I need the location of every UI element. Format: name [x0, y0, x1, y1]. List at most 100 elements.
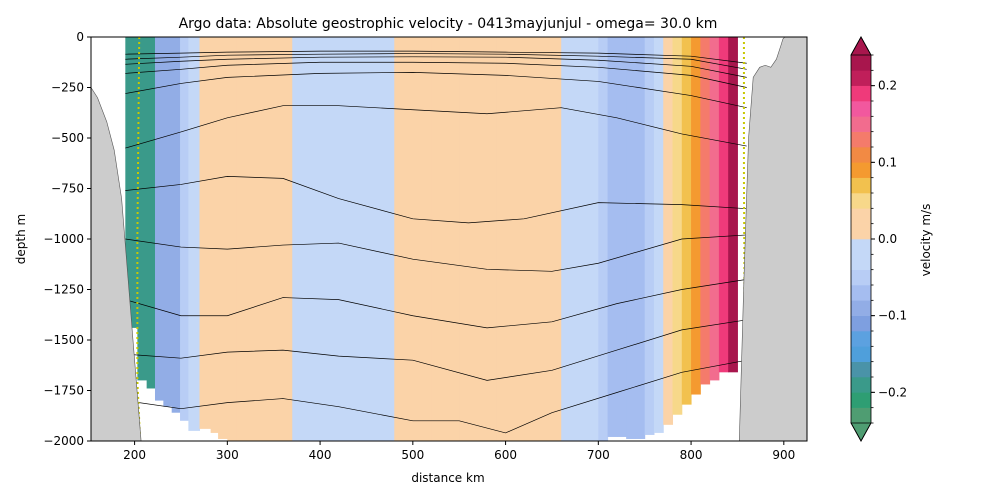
velocity-cell: [653, 37, 664, 433]
velocity-cell: [366, 37, 377, 441]
velocity-cell: [412, 37, 423, 441]
colorbar-segment: [851, 116, 871, 132]
bathymetry-right: [738, 36, 808, 442]
velocity-cell: [218, 37, 228, 439]
colorbar-segment: [851, 407, 871, 424]
velocity-cell: [589, 37, 599, 441]
isopycnal-line: [125, 53, 747, 70]
velocity-cell: [199, 37, 212, 429]
velocity-cell: [310, 37, 321, 441]
colorbar-segment: [851, 269, 871, 286]
velocity-cell: [607, 37, 618, 437]
velocity-cell: [422, 37, 432, 441]
colorbar-segment: [851, 315, 871, 332]
y-tick-label: −1250: [43, 283, 84, 297]
colorbar-segment: [851, 377, 871, 393]
colorbar-segment: [851, 223, 871, 240]
x-tick-label: 600: [494, 448, 517, 462]
velocity-cell: [329, 37, 340, 441]
colorbar-segment: [851, 70, 871, 86]
plot-area: [90, 36, 808, 442]
x-axis-label: distance km: [411, 471, 484, 485]
colorbar-segment: [851, 55, 871, 71]
velocity-cell: [561, 37, 571, 441]
bathymetry-left: [90, 86, 142, 442]
colorbar-segment: [851, 177, 871, 194]
velocity-cell: [505, 37, 516, 441]
colorbar-segment: [851, 331, 871, 347]
y-tick-label: −1750: [43, 384, 84, 398]
velocity-cell: [154, 37, 164, 401]
velocity-cell: [255, 37, 265, 441]
colorbar-segment: [851, 208, 871, 224]
colorbar-tick-label: 0.0: [878, 232, 897, 246]
colorbar-segment: [851, 131, 871, 148]
y-tick-label: −500: [51, 131, 84, 145]
isopycnal-line: [125, 279, 747, 329]
dotted-boundary-line: [741, 37, 746, 442]
colorbar-segment: [851, 285, 871, 301]
x-tick-label: 400: [309, 448, 332, 462]
velocity-cell: [570, 37, 581, 441]
y-axis-label: depth m: [14, 214, 28, 264]
velocity-cell: [320, 37, 330, 441]
x-tick-label: 500: [401, 448, 424, 462]
velocity-cell: [616, 37, 627, 437]
y-tick-label: −250: [51, 81, 84, 95]
velocity-cell: [524, 37, 534, 441]
x-tick-label: 900: [772, 448, 795, 462]
velocity-cell: [338, 37, 349, 441]
velocity-cell: [663, 37, 674, 425]
colorbar-segment: [851, 392, 871, 408]
isopycnal-line: [125, 319, 747, 381]
y-tick-label: 0: [76, 30, 84, 44]
velocity-cell: [626, 37, 636, 439]
colorbar-extend-top: [850, 36, 872, 56]
colorbar-tick-label: −0.2: [878, 385, 907, 399]
chart-title: Argo data: Absolute geostrophic velocity…: [179, 16, 718, 32]
velocity-cell: [171, 37, 181, 413]
colorbar-segment: [851, 346, 871, 362]
velocity-cell: [459, 37, 469, 441]
colorbar-segment: [851, 101, 871, 117]
velocity-cell: [691, 37, 701, 395]
x-axis: 200 300 400 500 600 700 800 900: [123, 441, 795, 462]
velocity-cell: [146, 37, 156, 389]
velocity-cell: [210, 37, 219, 433]
velocity-cell: [375, 37, 386, 441]
y-axis: 0 −250 −500 −750 −1000 −1250 −1500 −1750 −2000: [43, 30, 91, 448]
velocity-cell: [681, 37, 692, 405]
velocity-cell: [551, 37, 562, 441]
colorbar-tick-label: 0.2: [878, 79, 897, 93]
velocity-cell: [292, 37, 303, 441]
velocity-cell: [180, 37, 189, 421]
x-tick-label: 800: [680, 448, 703, 462]
velocity-cell: [542, 37, 553, 441]
velocity-cell: [227, 37, 238, 441]
y-tick-label: −1500: [43, 333, 84, 347]
colorbar-label: velocity m/s: [919, 204, 933, 277]
velocity-cell: [125, 37, 138, 328]
velocity-cell: [496, 37, 507, 441]
velocity-cell: [700, 37, 711, 385]
velocity-cell: [598, 37, 609, 441]
isopycnal-line: [125, 234, 747, 272]
colorbar-tick-label: −0.1: [878, 309, 907, 323]
colorbar-segment: [851, 162, 871, 178]
velocity-cell: [487, 37, 497, 441]
velocity-cell: [188, 37, 201, 431]
isopycnal-line: [125, 359, 747, 434]
velocity-cell: [163, 37, 173, 407]
velocity-cell: [236, 37, 247, 441]
x-tick-label: 300: [216, 448, 239, 462]
velocity-cell: [644, 37, 655, 435]
velocity-cell: [449, 37, 460, 441]
velocity-cell: [394, 37, 405, 441]
velocity-cell: [245, 37, 256, 441]
velocity-cell: [273, 37, 284, 441]
velocity-cell: [468, 37, 479, 441]
isopycnal-line: [125, 105, 747, 149]
velocity-cell: [514, 37, 525, 441]
x-tick-label: 200: [123, 448, 146, 462]
